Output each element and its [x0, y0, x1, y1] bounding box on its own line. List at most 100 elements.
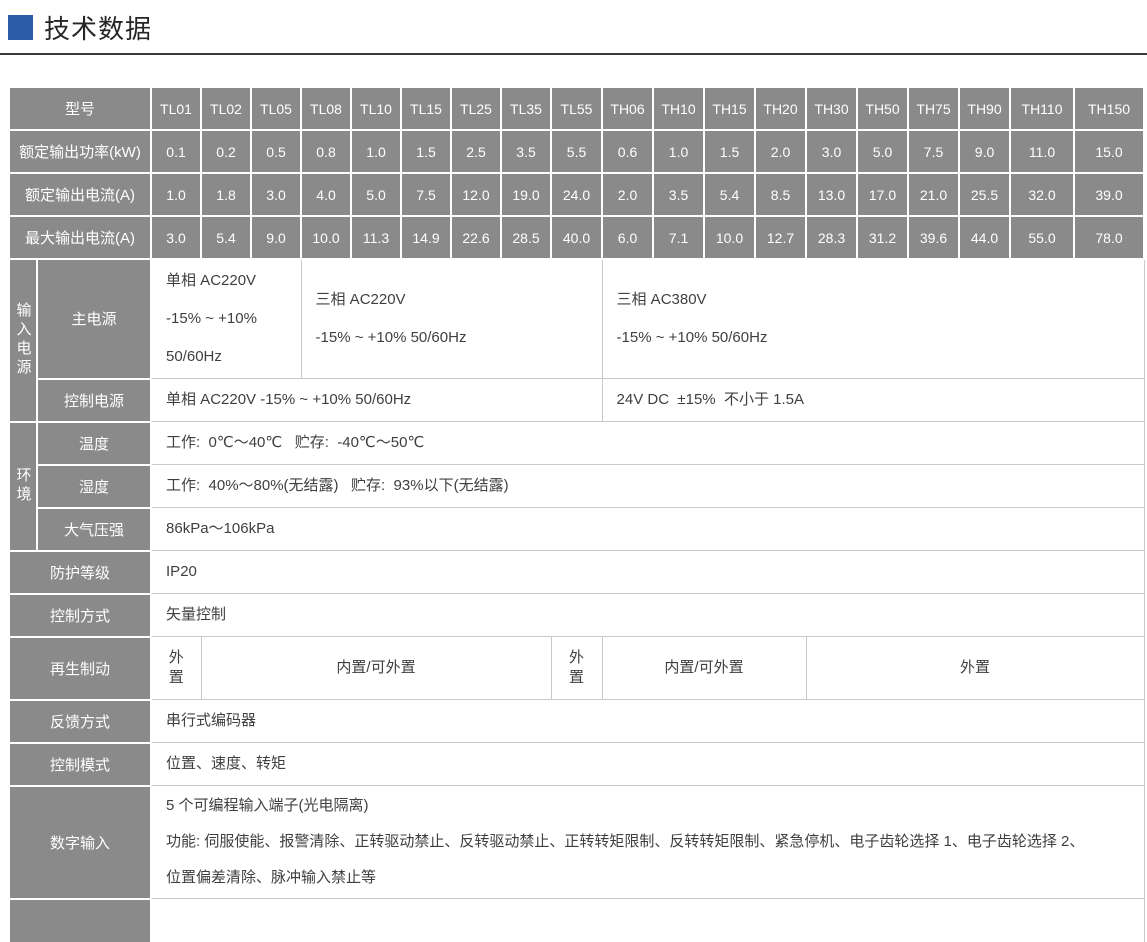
content-cell: 外置 — [805, 636, 1145, 700]
cell-line: -15% ~ +10% — [166, 310, 257, 327]
regen-braking-row: 再生制动 外置 内置/可外置 外置 内置/可外置 外置 — [7, 635, 1145, 701]
row-label-cell: 最大输出电流(A) — [7, 215, 153, 260]
value-cell: 39.0 — [1073, 172, 1146, 217]
value-cell: TL10 — [350, 86, 403, 131]
value-cell: 10.0 — [703, 215, 757, 260]
cell-line: 内置/可外置 — [664, 659, 744, 676]
value-cell: TL02 — [200, 86, 253, 131]
cell-line: 单相 AC220V -15% ~ +10% 50/60Hz — [166, 391, 412, 408]
content-cell: 5 个可编程输入端子(光电隔离) 功能: 伺服使能、报警清除、正转驱动禁止、反转驱… — [150, 785, 1145, 899]
value-cell: 0.2 — [200, 129, 253, 174]
value-cell: 3.5 — [500, 129, 553, 174]
value-cell: 5.5 — [550, 129, 604, 174]
cell-line: IP20 — [166, 563, 197, 580]
cell-line: 工作: 0℃～40℃ 贮存: -40℃～50℃ — [166, 434, 425, 451]
cell-line: 工作: 40%～80%(无结露) 贮存: 93%以下(无结露) — [166, 477, 509, 494]
value-cell: TL05 — [250, 86, 303, 131]
content-cell: 工作: 0℃～40℃ 贮存: -40℃～50℃ — [150, 421, 1145, 465]
title-accent-square-icon — [8, 15, 33, 40]
protection-class-row: 防护等级 IP20 — [7, 549, 1145, 595]
value-cell: 2.0 — [601, 172, 655, 217]
value-cell: 22.6 — [450, 215, 503, 260]
humidity-row: 湿度 工作: 40%～80%(无结露) 贮存: 93%以下(无结露) — [9, 463, 1145, 509]
value-cell: 44.0 — [958, 215, 1012, 260]
value-cell: 5.4 — [703, 172, 757, 217]
cell-line: 86kPa～106kPa — [166, 520, 275, 537]
temperature-row: 环境 温度 工作: 0℃～40℃ 贮存: -40℃～50℃ — [8, 420, 1145, 552]
row-label-cell: 反馈方式 — [7, 698, 153, 744]
feedback-row: 反馈方式 串行式编码器 — [7, 698, 1145, 744]
value-cell: TL35 — [500, 86, 553, 131]
cell-line: 内置/可外置 — [336, 659, 416, 676]
value-cell: TH10 — [652, 86, 706, 131]
value-cell: 9.0 — [250, 215, 303, 260]
value-cell: 19.0 — [500, 172, 553, 217]
row-label-cell: 额定输出功率(kW) — [7, 129, 153, 174]
cell-line: 位置偏差清除、脉冲输入禁止等 — [166, 869, 377, 886]
value-cell: 1.8 — [200, 172, 253, 217]
row-label-cell: 额定输出电流(A) — [7, 172, 153, 217]
main-power-row: 输入电源 主电源 单相 AC220V -15% ~ +10% 50/60Hz 三相 AC2… — [8, 258, 1145, 423]
environment-group-label: 环境 — [14, 467, 32, 505]
row-label-cell: 主电源 — [35, 258, 153, 380]
row-label-cell: 控制方式 — [7, 592, 153, 638]
section-title: 技术数据 — [44, 14, 153, 44]
value-cell: 1.0 — [150, 172, 203, 217]
row-label-cell: 型号 — [7, 86, 153, 131]
air-pressure-row: 大气压强 86kPa～106kPa — [9, 506, 1145, 552]
content-cell: 外置 — [550, 636, 603, 700]
row-label-cell: 湿度 — [35, 463, 153, 509]
cell-line: 三相 AC380V — [616, 291, 707, 308]
content-cell: 三相 AC380V -15% ~ +10% 50/60Hz — [601, 258, 1145, 379]
row-label-cell: 防护等级 — [7, 549, 153, 595]
row-label-cell: 数字输入 — [7, 784, 153, 900]
title-divider — [0, 53, 1147, 55]
spec-table: 型号 TL01 TL02 TL05 TL08 TL10 TL15 TL25 TL35 TL55 TH… — [7, 86, 1146, 942]
content-cell — [150, 898, 1145, 942]
value-cell: 1.5 — [400, 129, 453, 174]
value-cell: 3.5 — [652, 172, 706, 217]
value-cell: 28.5 — [500, 215, 553, 260]
content-cell: 24V DC ±15% 不小于 1.5A — [601, 378, 1145, 422]
value-cell: 25.5 — [958, 172, 1012, 217]
value-cell: TH20 — [754, 86, 808, 131]
control-method-row: 控制方式 矢量控制 — [7, 592, 1145, 638]
cell-line: 24V DC ±15% 不小于 1.5A — [616, 391, 804, 408]
control-power-row: 控制电源 单相 AC220V -15% ~ +10% 50/60Hz 24V DC … — [9, 377, 1145, 423]
value-cell: 0.8 — [300, 129, 353, 174]
row-label-cell: 温度 — [35, 420, 153, 466]
value-cell: 32.0 — [1009, 172, 1076, 217]
value-cell: 14.9 — [400, 215, 453, 260]
row-label-cell: 再生制动 — [7, 635, 153, 701]
cell-line: 单相 AC220V — [166, 272, 257, 289]
content-cell: 86kPa～106kPa — [150, 507, 1145, 551]
cell-line: 外置 — [168, 649, 184, 686]
value-cell: 2.5 — [450, 129, 503, 174]
value-cell: TH50 — [856, 86, 910, 131]
model-row: 型号 TL01 TL02 TL05 TL08 TL10 TL15 TL25 TL35 TL55 TH… — [7, 86, 1146, 131]
cell-line: 外置 — [960, 659, 991, 676]
value-cell: 8.5 — [754, 172, 808, 217]
value-cell: 6.0 — [601, 215, 655, 260]
value-cell: 0.1 — [150, 129, 203, 174]
spec-table-body: 型号 TL01 TL02 TL05 TL08 TL10 TL15 TL25 TL35 TL55 TH… — [7, 86, 1146, 942]
value-cell: 13.0 — [805, 172, 859, 217]
value-cell: 15.0 — [1073, 129, 1146, 174]
value-cell: TL15 — [400, 86, 453, 131]
digital-input-row: 数字输入 5 个可编程输入端子(光电隔离) 功能: 伺服使能、报警清除、正转驱动禁止… — [7, 784, 1145, 900]
row-label-cell: 大气压强 — [35, 506, 153, 552]
value-cell: TL55 — [550, 86, 604, 131]
cutoff-row — [7, 897, 1145, 942]
value-cell: TL08 — [300, 86, 353, 131]
value-cell: TH75 — [907, 86, 961, 131]
control-mode-row: 控制模式 位置、速度、转矩 — [7, 741, 1145, 787]
value-cell: TH30 — [805, 86, 859, 131]
cell-line: 功能: 伺服使能、报警清除、正转驱动禁止、反转驱动禁止、正转转矩限制、反转转矩限… — [166, 833, 1085, 850]
content-cell: 单相 AC220V -15% ~ +10% 50/60Hz — [150, 378, 603, 422]
value-cell: 3.0 — [805, 129, 859, 174]
value-cell: 12.7 — [754, 215, 808, 260]
input-power-group-label: 输入电源 — [14, 302, 32, 379]
cell-line: 位置、速度、转矩 — [166, 755, 287, 772]
cell-line: -15% ~ +10% 50/60Hz — [315, 329, 467, 346]
value-cell: 78.0 — [1073, 215, 1146, 260]
